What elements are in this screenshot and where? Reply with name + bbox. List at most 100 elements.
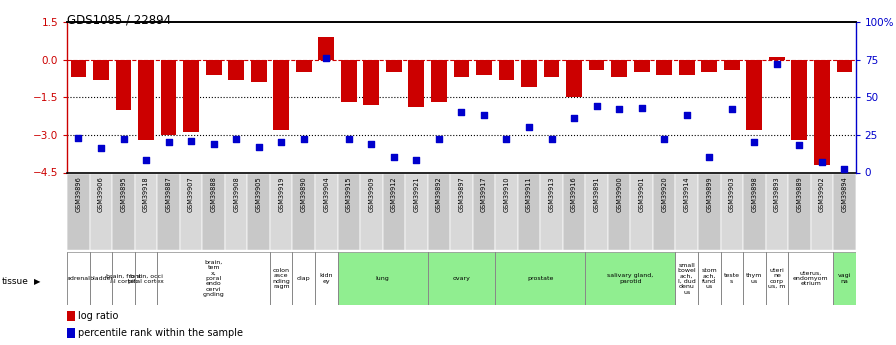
Text: GSM39905: GSM39905 <box>255 177 262 212</box>
Bar <box>833 252 856 305</box>
Bar <box>453 60 470 77</box>
Bar <box>518 174 540 250</box>
Text: GSM39921: GSM39921 <box>413 177 419 212</box>
Bar <box>228 60 244 80</box>
Bar <box>270 252 292 305</box>
Point <box>252 144 266 150</box>
Bar <box>67 174 90 250</box>
Text: GSM39898: GSM39898 <box>752 177 757 212</box>
Text: percentile rank within the sample: percentile rank within the sample <box>79 328 244 338</box>
Bar <box>450 174 473 250</box>
Text: uterus,
endomyom
etrium: uterus, endomyom etrium <box>793 271 829 286</box>
Bar <box>495 174 518 250</box>
Bar <box>811 174 833 250</box>
Text: teste
s: teste s <box>724 273 740 284</box>
Bar <box>743 252 765 305</box>
Bar <box>292 174 315 250</box>
Bar <box>67 311 75 322</box>
Point <box>657 137 671 142</box>
Text: GSM39916: GSM39916 <box>571 177 577 212</box>
Bar <box>318 37 334 60</box>
Bar <box>769 57 785 60</box>
Bar <box>273 60 289 130</box>
Point <box>184 138 198 144</box>
Point <box>161 140 176 145</box>
Text: GSM39894: GSM39894 <box>841 177 848 212</box>
Text: GSM39904: GSM39904 <box>323 177 329 212</box>
Bar <box>112 252 134 305</box>
Bar <box>585 174 607 250</box>
Bar <box>315 174 338 250</box>
Text: log ratio: log ratio <box>79 311 119 321</box>
Bar <box>791 60 807 140</box>
Bar <box>158 252 270 305</box>
Point <box>94 146 108 151</box>
Bar <box>251 60 267 82</box>
Point <box>612 107 626 112</box>
Text: GSM39890: GSM39890 <box>301 177 306 212</box>
Bar <box>765 174 788 250</box>
Point <box>72 135 86 141</box>
Text: stom
ach,
fund
us: stom ach, fund us <box>702 268 717 289</box>
Text: GSM39887: GSM39887 <box>166 177 171 213</box>
Bar <box>837 60 852 72</box>
Text: GSM39895: GSM39895 <box>121 177 126 212</box>
Text: GSM39889: GSM39889 <box>797 177 802 212</box>
Point <box>521 125 536 130</box>
Bar <box>296 60 312 72</box>
Point <box>432 137 446 142</box>
Bar <box>315 252 338 305</box>
Text: GSM39896: GSM39896 <box>75 177 82 212</box>
Text: GSM39901: GSM39901 <box>639 177 644 212</box>
Point <box>206 141 220 147</box>
Bar <box>633 60 650 72</box>
Bar <box>788 174 811 250</box>
Bar <box>698 252 720 305</box>
Text: brain, occi
pital cortex: brain, occi pital cortex <box>128 273 164 284</box>
Bar <box>340 60 357 102</box>
Text: GSM39908: GSM39908 <box>233 177 239 212</box>
Bar <box>521 60 537 87</box>
Bar <box>566 60 582 97</box>
Bar <box>180 174 202 250</box>
Text: thym
us: thym us <box>746 273 762 284</box>
Bar <box>540 174 563 250</box>
Bar <box>563 174 585 250</box>
Point <box>747 140 762 145</box>
Text: colon
asce
nding
ragm: colon asce nding ragm <box>272 268 290 289</box>
Text: GSM39903: GSM39903 <box>728 177 735 212</box>
Bar <box>495 252 585 305</box>
Text: vagi
na: vagi na <box>838 273 851 284</box>
Text: GSM39917: GSM39917 <box>481 177 487 212</box>
Bar <box>225 174 247 250</box>
Bar <box>183 60 199 132</box>
Text: prostate: prostate <box>527 276 554 281</box>
Text: tissue: tissue <box>2 277 29 286</box>
Bar <box>405 174 427 250</box>
Bar <box>71 60 86 77</box>
Bar <box>814 60 830 165</box>
Point <box>297 137 311 142</box>
Bar <box>720 252 743 305</box>
Text: GSM39909: GSM39909 <box>368 177 375 212</box>
Text: ovary: ovary <box>452 276 470 281</box>
Point <box>590 104 604 109</box>
Bar <box>90 252 112 305</box>
Point <box>567 116 582 121</box>
Text: GSM39906: GSM39906 <box>98 177 104 212</box>
Bar <box>653 174 676 250</box>
Bar <box>360 174 383 250</box>
Point <box>319 56 333 61</box>
Text: GSM39888: GSM39888 <box>211 177 217 213</box>
Bar <box>364 60 379 105</box>
Point <box>477 113 491 118</box>
Bar <box>833 174 856 250</box>
Bar <box>409 60 425 107</box>
Text: kidn
ey: kidn ey <box>320 273 333 284</box>
Bar <box>112 174 134 250</box>
Text: GSM39913: GSM39913 <box>548 177 555 212</box>
Text: bladder: bladder <box>89 276 113 281</box>
Bar <box>247 174 270 250</box>
Text: GSM39892: GSM39892 <box>436 177 442 212</box>
Bar <box>679 60 694 75</box>
